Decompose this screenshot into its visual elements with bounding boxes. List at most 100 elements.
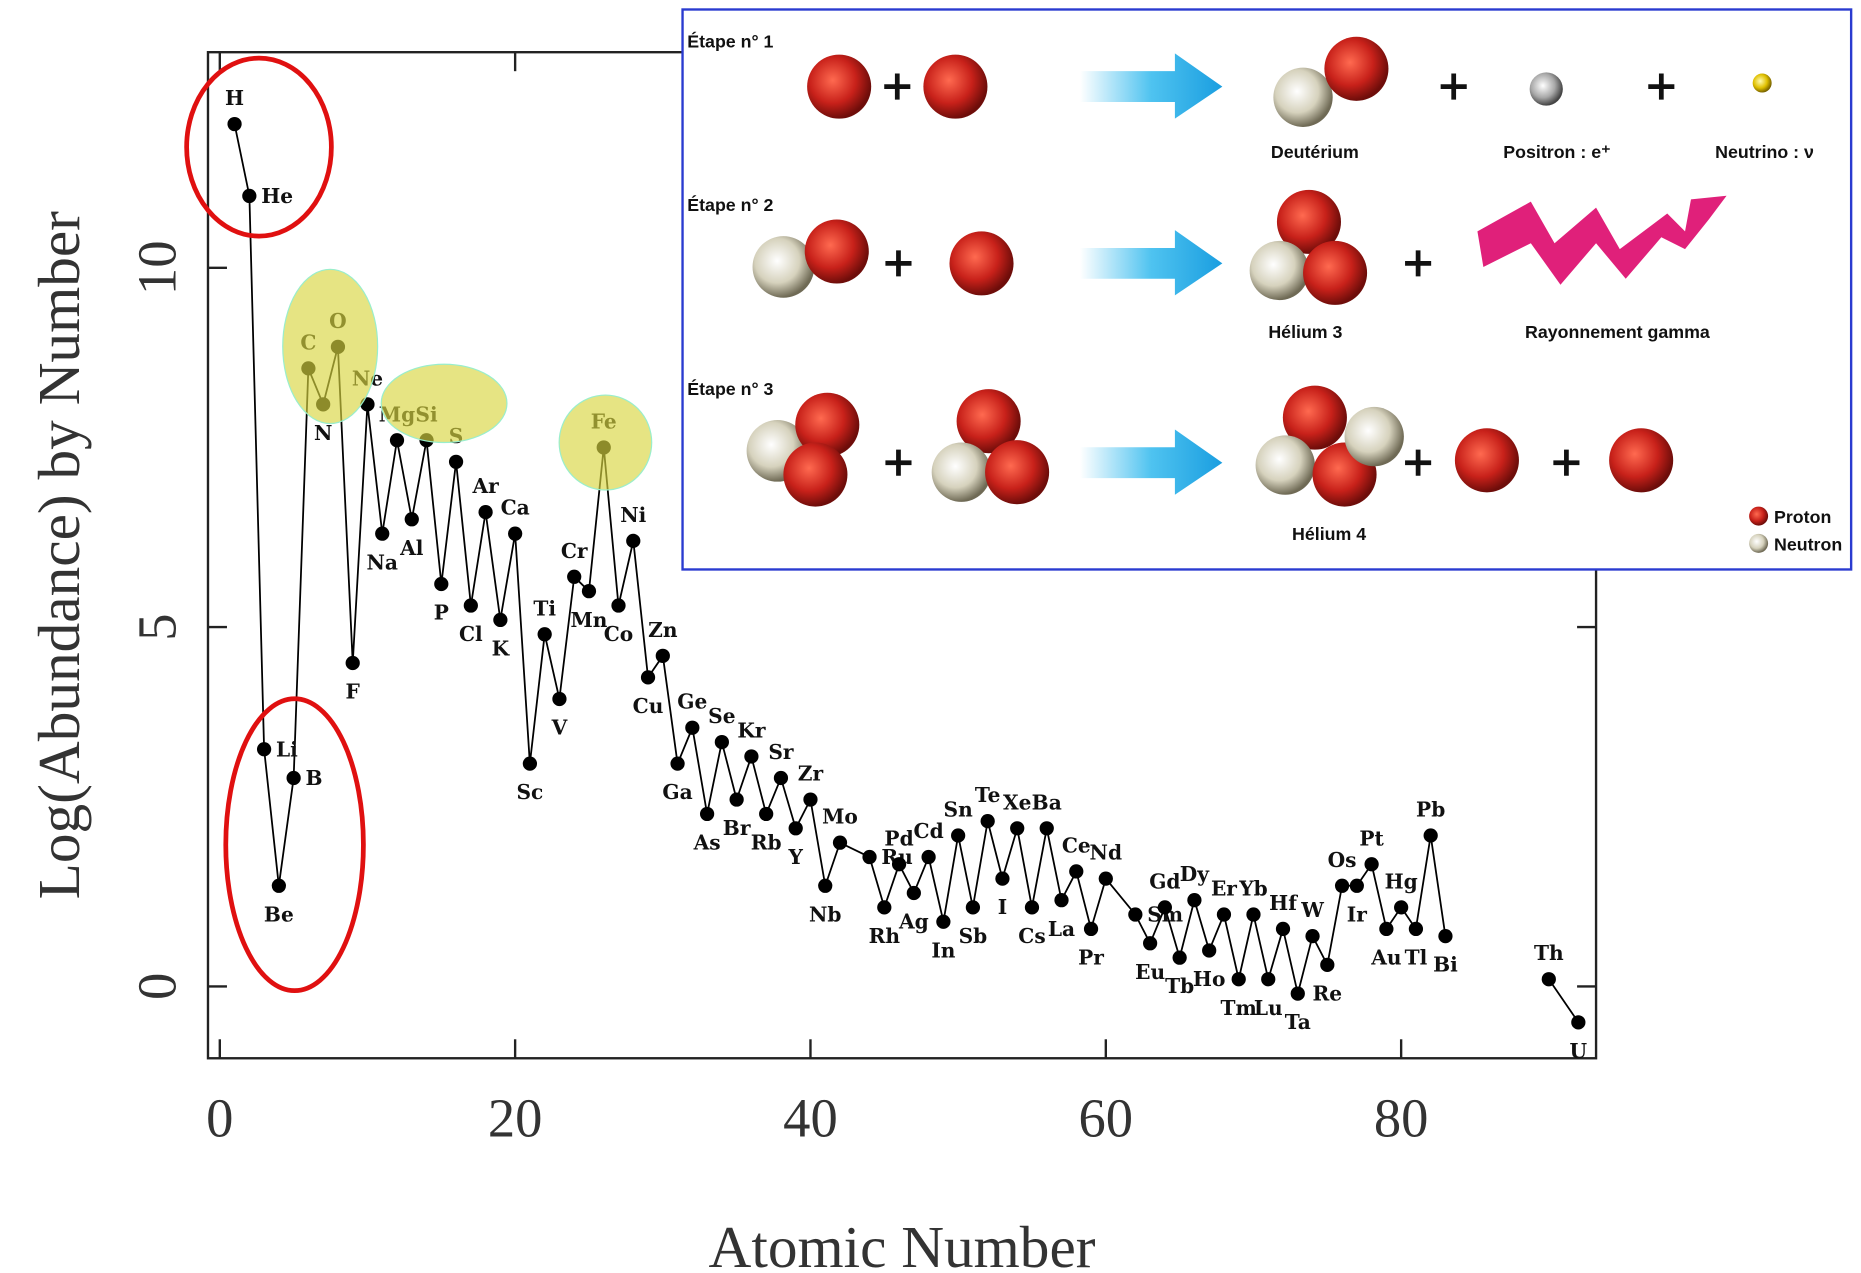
point-label: Ta	[1285, 1010, 1311, 1034]
data-point	[552, 691, 567, 707]
particle	[956, 389, 1021, 454]
particle	[1609, 428, 1674, 493]
step-label: Étape n° 1	[687, 30, 773, 51]
point-label: Lu	[1254, 996, 1283, 1020]
point-label: He	[261, 184, 293, 208]
data-point	[1438, 928, 1453, 944]
arrow	[1079, 230, 1223, 296]
point-label: Co	[604, 622, 634, 646]
particle	[1273, 67, 1333, 127]
particle	[1255, 435, 1315, 495]
particle	[1454, 428, 1519, 493]
particle	[752, 236, 815, 298]
point-label: Tb	[1165, 974, 1194, 998]
data-point	[1024, 900, 1040, 915]
point-label: Ge	[677, 690, 707, 714]
data-point	[227, 116, 242, 132]
data-point	[493, 612, 508, 628]
point-label: Hf	[1269, 891, 1298, 915]
particle	[949, 231, 1014, 296]
point-label: Zn	[648, 618, 678, 642]
point-label: Dy	[1180, 862, 1210, 886]
data-point	[448, 454, 464, 469]
point-label: W	[1300, 898, 1324, 922]
data-point	[1541, 972, 1556, 987]
highlight	[223, 696, 366, 994]
data-point	[699, 806, 715, 822]
point-label: Li	[276, 737, 298, 761]
data-point	[581, 584, 597, 599]
particle	[1282, 385, 1347, 450]
point-label: In	[931, 938, 955, 962]
data-point	[1571, 1015, 1586, 1030]
point-label: Ni	[620, 503, 646, 527]
product-label: Positron : e⁺	[1503, 142, 1610, 162]
highlight	[558, 394, 653, 491]
point-label: Tl	[1405, 946, 1428, 970]
point-label: Bi	[1433, 953, 1458, 977]
data-point	[1408, 921, 1424, 937]
data-point	[463, 598, 478, 613]
point-label: N	[314, 421, 332, 445]
data-point	[271, 878, 286, 893]
point-label: Cu	[633, 694, 664, 718]
point-label: Au	[1370, 946, 1401, 970]
point-label: Cd	[914, 819, 944, 843]
data-point	[714, 734, 729, 750]
point-label: Er	[1211, 877, 1237, 901]
data-point	[862, 849, 877, 865]
data-point	[891, 857, 907, 872]
particle	[1529, 72, 1563, 106]
point-label: Ti	[533, 596, 556, 620]
data-point	[877, 900, 892, 915]
highlight	[282, 268, 379, 425]
point-label: Xe	[1003, 790, 1031, 814]
particle	[783, 442, 848, 507]
y-axis-title: Log(Abundance) by Number	[26, 211, 92, 900]
data-point	[685, 720, 700, 735]
product-label: Rayonnement gamma	[1525, 322, 1710, 342]
x-tick-label: 60	[1079, 1088, 1134, 1149]
data-point	[965, 900, 981, 915]
x-axis-title: Atomic Number	[709, 1214, 1096, 1273]
product-label: Neutrino : ν	[1715, 142, 1814, 162]
data-point	[1054, 893, 1069, 908]
inset-diagram: Étape n° 1 Deutérium Positron : e⁺ Neutr…	[681, 8, 1853, 571]
data-point	[1157, 900, 1172, 915]
data-point	[1349, 878, 1364, 893]
point-label: Pt	[1359, 826, 1384, 850]
point-label: Tm	[1221, 996, 1257, 1020]
data-point	[537, 627, 552, 642]
point-label: Mo	[822, 805, 858, 829]
data-point	[1128, 907, 1143, 922]
particle	[931, 442, 992, 502]
arrow	[1079, 53, 1223, 119]
point-label: Y	[788, 845, 804, 869]
highlights	[184, 55, 653, 994]
data-point	[744, 749, 759, 764]
point-label: Rh	[869, 924, 901, 948]
data-point	[404, 512, 419, 527]
legend-swatch	[1749, 506, 1769, 526]
particle	[1344, 406, 1404, 467]
particle	[807, 54, 872, 119]
data-point	[1261, 972, 1276, 987]
data-point	[1364, 857, 1379, 872]
point-label: Cl	[459, 622, 483, 646]
data-point	[434, 576, 449, 592]
data-point	[242, 188, 257, 204]
point-label: Sn	[944, 798, 974, 822]
particle	[1303, 240, 1368, 305]
data-point	[832, 835, 848, 850]
data-point	[522, 756, 538, 771]
point-label: H	[225, 86, 244, 110]
x-tick-label: 0	[206, 1088, 233, 1149]
data-point	[1334, 878, 1350, 893]
point-label: Ce	[1062, 833, 1091, 857]
legend-label: Neutron	[1774, 534, 1842, 554]
particle	[1752, 73, 1772, 93]
particle	[1249, 240, 1309, 301]
data-point	[1142, 936, 1158, 951]
plot-area: 0 20 40 60 80 0 5 10 Atomic Number Log(Abundance)…	[26, 51, 1598, 1273]
data-point	[345, 655, 360, 671]
